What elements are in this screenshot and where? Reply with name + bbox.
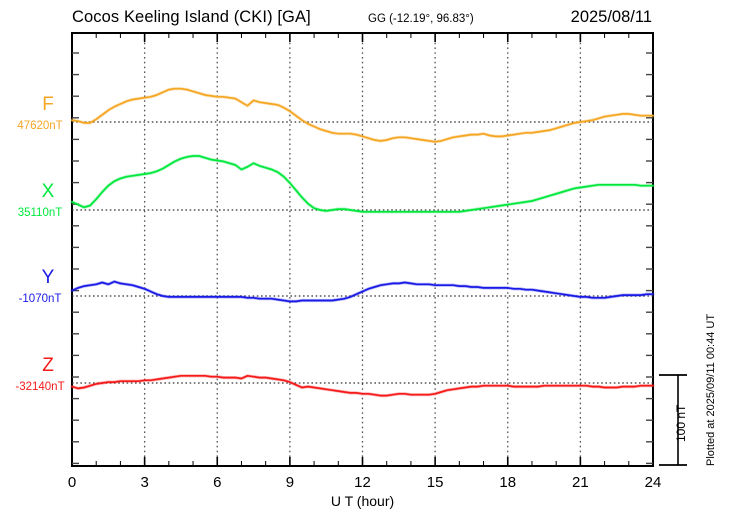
component-baseline-y: -1070nT [19, 293, 62, 305]
component-label-x: X [42, 181, 55, 202]
component-baseline-x: 35110nT [18, 207, 63, 219]
geographic-coordinates: GG (-12.19°, 96.83°) [368, 13, 474, 25]
trace-z [71, 374, 654, 397]
xaxis-tick-label: 15 [427, 474, 444, 491]
component-baseline-f: 47620nT [17, 120, 62, 132]
plotted-at-label: Plotted at 2025/09/11 00:44 UT [705, 314, 717, 466]
xaxis-tick-label: 12 [354, 474, 371, 491]
xaxis-title: U T (hour) [331, 493, 394, 509]
component-label-f: F [42, 94, 54, 115]
trace-y [71, 280, 654, 303]
observation-date: 2025/08/11 [570, 8, 652, 26]
trace-x [71, 155, 654, 213]
xaxis-tick-label: 9 [286, 474, 294, 491]
component-baseline-z: -32140nT [15, 381, 64, 393]
xaxis-tick-label: 18 [499, 474, 516, 491]
component-label-z: Z [42, 355, 54, 376]
trace-f [71, 87, 654, 143]
xaxis-tick-label: 21 [572, 474, 589, 491]
component-label-y: Y [42, 267, 55, 288]
xaxis-tick-label: 0 [68, 474, 76, 491]
xaxis-tick-label: 3 [140, 474, 148, 491]
xaxis-tick-label: 24 [645, 474, 662, 491]
page-title: Cocos Keeling Island (CKI) [GA] [72, 8, 311, 26]
scale-bar-label: 100 nT [674, 404, 688, 442]
xaxis-tick-label: 6 [213, 474, 221, 491]
